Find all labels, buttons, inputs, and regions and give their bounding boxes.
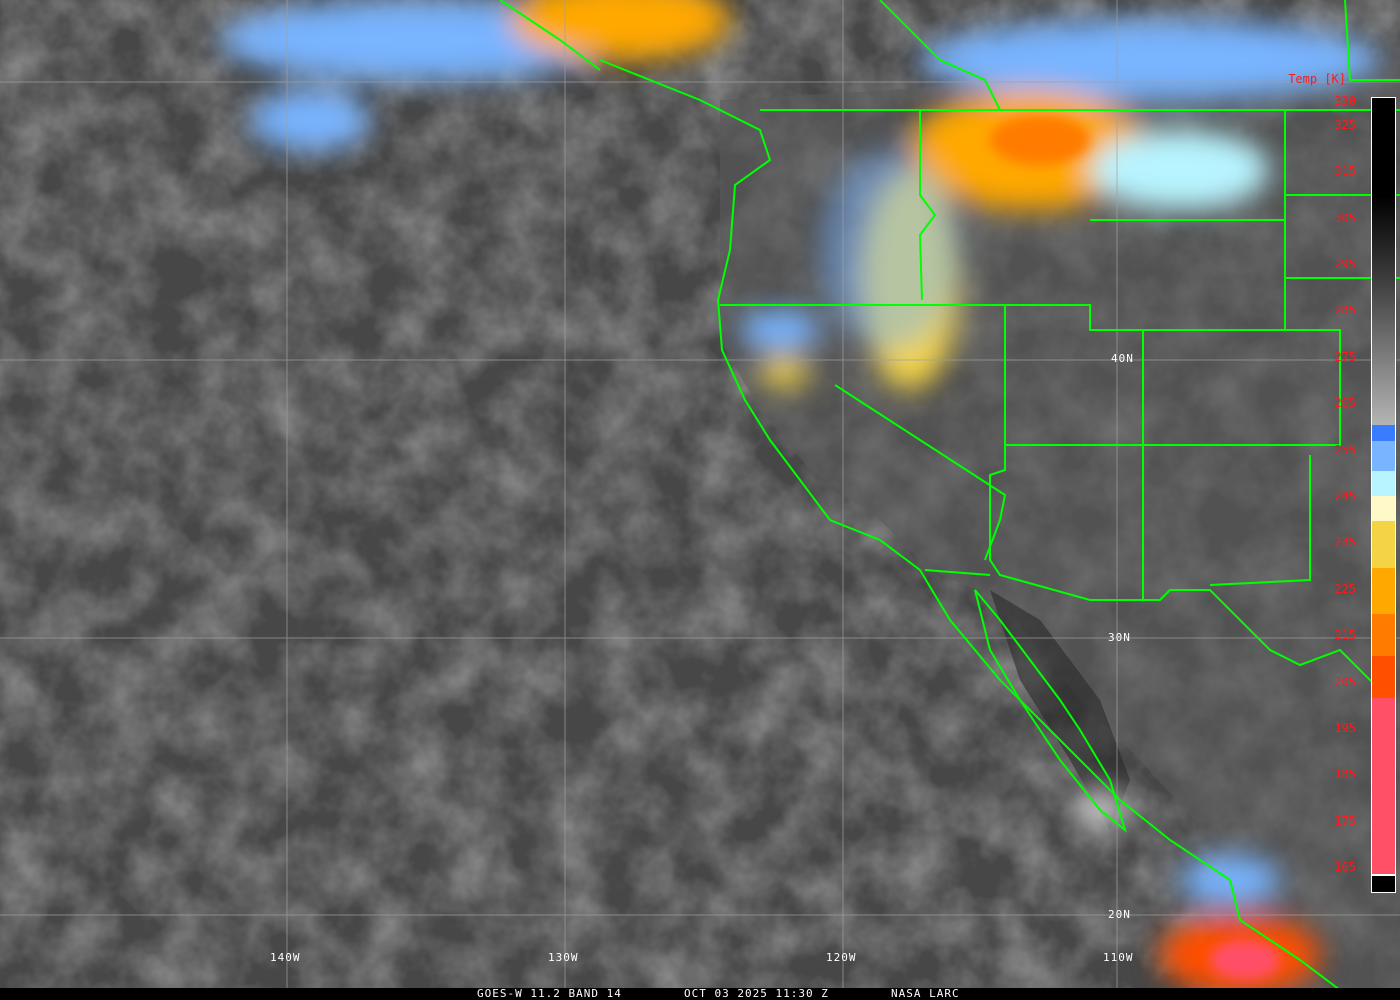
- lat-label-40n: 40N: [1111, 352, 1134, 365]
- satellite-band-label: GOES-W 11.2 BAND 14: [477, 987, 622, 1000]
- colorbar-tick-235: 235: [1334, 535, 1356, 549]
- colorbar-tick-215: 215: [1334, 628, 1356, 642]
- colorbar-tick-225: 225: [1334, 582, 1356, 596]
- coastline: [599, 59, 1341, 991]
- colorbar-tick-195: 195: [1334, 721, 1356, 735]
- colorbar-tick-205: 205: [1334, 675, 1356, 689]
- colorbar-tick-185: 185: [1334, 767, 1356, 781]
- colorbar-tick-245: 245: [1334, 489, 1356, 503]
- political-borders: [499, 0, 1400, 991]
- lon-label-120w: 120W: [826, 951, 857, 964]
- timestamp-label: OCT 03 2025 11:30 Z: [684, 987, 829, 1000]
- gulf-of-california: [990, 590, 1130, 830]
- colorbar-tick-305: 305: [1334, 211, 1356, 225]
- colorbar-tick-315: 315: [1334, 164, 1356, 178]
- image-caption-bar: GOES-W 11.2 BAND 14 OCT 03 2025 11:30 Z …: [0, 988, 1400, 1000]
- colorbar-tick-330: 330: [1334, 94, 1356, 108]
- lon-label-130w: 130W: [548, 951, 579, 964]
- lat-label-30n: 30N: [1108, 631, 1131, 644]
- credit-label: NASA LARC: [891, 987, 960, 1000]
- colorbar-tick-165: 165: [1334, 860, 1356, 874]
- colorbar-tick-175: 175: [1334, 814, 1356, 828]
- temperature-colorbar: [1371, 97, 1396, 893]
- colorbar-tick-275: 275: [1334, 350, 1356, 364]
- lon-label-110w: 110W: [1103, 951, 1134, 964]
- lon-label-140w: 140W: [270, 951, 301, 964]
- colorbar-tick-265: 265: [1334, 396, 1356, 410]
- colorbar-tick-255: 255: [1334, 443, 1356, 457]
- lat-label-20n: 20N: [1108, 908, 1131, 921]
- colorbar-tick-325: 325: [1334, 118, 1356, 132]
- baja-peninsula: [974, 589, 1127, 833]
- colorbar-tick-295: 295: [1334, 257, 1356, 271]
- colorbar-title: Temp [K]: [1288, 72, 1346, 86]
- colorbar-tick-285: 285: [1334, 303, 1356, 317]
